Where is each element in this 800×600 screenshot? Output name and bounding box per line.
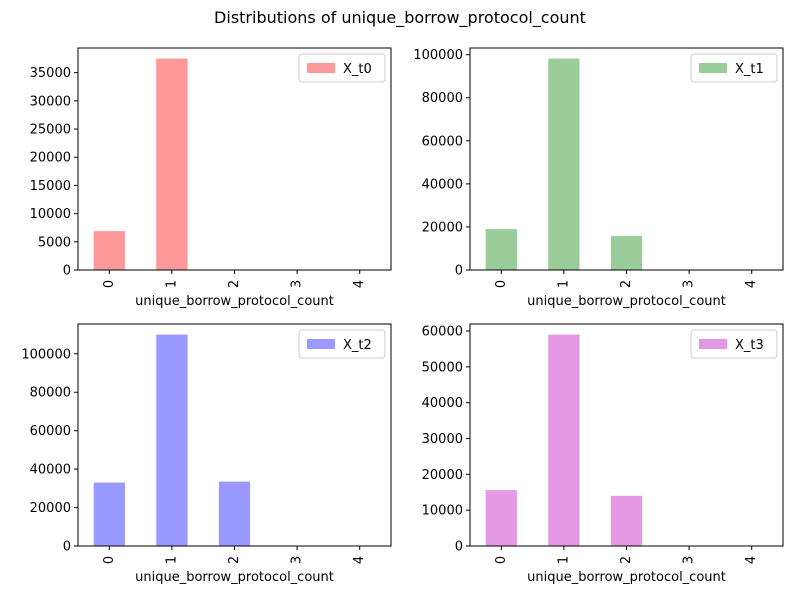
y-tick-label: 80000 bbox=[30, 386, 71, 401]
y-tick-label: 100000 bbox=[21, 347, 71, 362]
x-tick-label: 1 bbox=[556, 556, 571, 564]
bar-2 bbox=[218, 481, 251, 546]
x-tick-label: 1 bbox=[556, 280, 571, 288]
x-tick-label: 3 bbox=[682, 280, 697, 288]
bar-1 bbox=[548, 334, 580, 546]
x-tick-label: 4 bbox=[744, 280, 759, 288]
y-tick-label: 50000 bbox=[422, 360, 463, 375]
legend-label: X_t1 bbox=[735, 62, 764, 77]
y-tick-label: 15000 bbox=[30, 179, 71, 194]
legend-box bbox=[298, 53, 386, 83]
y-tick-label: 5000 bbox=[38, 235, 71, 250]
x-tick-label: 4 bbox=[744, 556, 759, 564]
y-tick-label: 30000 bbox=[30, 94, 71, 109]
legend: X_t2 bbox=[298, 329, 386, 359]
y-tick-label: 60000 bbox=[30, 424, 71, 439]
bar-0 bbox=[93, 231, 125, 270]
bar-2 bbox=[610, 235, 643, 270]
x-tick-label: 0 bbox=[102, 280, 117, 288]
legend-swatch bbox=[699, 63, 727, 73]
chart-panel-0: 0 5000 10000 15000 20000 25000 30000 35000 0 1 2 3 4… bbox=[30, 47, 392, 309]
y-tick-label: 35000 bbox=[30, 66, 71, 81]
y-tick-label: 0 bbox=[63, 264, 71, 279]
x-tick-label: 2 bbox=[227, 280, 242, 288]
bar-1 bbox=[548, 58, 580, 270]
y-tick-label: 25000 bbox=[30, 123, 71, 138]
x-tick-label: 3 bbox=[290, 556, 305, 564]
y-tick-label: 40000 bbox=[30, 463, 71, 478]
y-tick-label: 60000 bbox=[422, 324, 463, 339]
x-tick-label: 3 bbox=[290, 280, 305, 288]
y-tick-label: 20000 bbox=[422, 468, 463, 483]
x-axis-label: unique_borrow_protocol_count bbox=[527, 570, 726, 585]
bar-0 bbox=[485, 229, 517, 270]
legend-box bbox=[690, 329, 778, 359]
x-axis-label: unique_borrow_protocol_count bbox=[135, 570, 334, 585]
y-tick-label: 0 bbox=[455, 540, 463, 555]
y-tick-label: 40000 bbox=[422, 177, 463, 192]
y-tick-label: 100000 bbox=[413, 48, 463, 63]
x-axis-label: unique_borrow_protocol_count bbox=[135, 294, 334, 309]
legend-box bbox=[298, 329, 386, 359]
y-tick-label: 20000 bbox=[30, 151, 71, 166]
axes-frame bbox=[77, 47, 392, 271]
figure-title: Distributions of unique_borrow_protocol_… bbox=[214, 8, 586, 27]
legend-label: X_t3 bbox=[735, 338, 764, 353]
y-tick-label: 40000 bbox=[422, 396, 463, 411]
y-tick-label: 20000 bbox=[422, 220, 463, 235]
y-tick-label: 10000 bbox=[422, 504, 463, 519]
bar-0 bbox=[93, 482, 125, 546]
chart-panel-2: 0 20000 40000 60000 80000 100000 0 1 2 3 4 unique_b… bbox=[21, 323, 392, 585]
x-tick-label: 4 bbox=[352, 556, 367, 564]
legend-swatch bbox=[699, 339, 727, 349]
axes-frame bbox=[469, 323, 784, 547]
y-tick-label: 10000 bbox=[30, 207, 71, 222]
x-tick-label: 0 bbox=[494, 280, 509, 288]
x-tick-label: 1 bbox=[164, 556, 179, 564]
bar-1 bbox=[156, 58, 188, 270]
x-tick-label: 4 bbox=[352, 280, 367, 288]
axes-frame bbox=[469, 47, 784, 271]
legend: X_t3 bbox=[690, 329, 778, 359]
y-tick-label: 60000 bbox=[422, 134, 463, 149]
bar-1 bbox=[156, 334, 188, 546]
bar-2 bbox=[610, 495, 643, 546]
x-axis-label: unique_borrow_protocol_count bbox=[527, 294, 726, 309]
legend-swatch bbox=[307, 63, 335, 73]
legend: X_t0 bbox=[298, 53, 386, 83]
x-tick-label: 0 bbox=[102, 556, 117, 564]
bar-0 bbox=[485, 490, 517, 546]
x-tick-label: 0 bbox=[494, 556, 509, 564]
chart-panel-1: 0 20000 40000 60000 80000 100000 0 1 2 3 4 unique_b… bbox=[413, 47, 784, 309]
legend-label: X_t2 bbox=[343, 338, 372, 353]
y-tick-label: 0 bbox=[63, 540, 71, 555]
y-tick-label: 20000 bbox=[30, 501, 71, 516]
x-tick-label: 2 bbox=[227, 556, 242, 564]
y-tick-label: 30000 bbox=[422, 432, 463, 447]
x-tick-label: 1 bbox=[164, 280, 179, 288]
legend-label: X_t0 bbox=[343, 62, 372, 77]
x-tick-label: 2 bbox=[619, 280, 634, 288]
axes-frame bbox=[77, 323, 392, 547]
x-tick-label: 3 bbox=[682, 556, 697, 564]
chart-panel-3: 0 10000 20000 30000 40000 50000 60000 0 1 2 3 4 uniq… bbox=[422, 323, 784, 585]
legend-swatch bbox=[307, 339, 335, 349]
x-tick-label: 2 bbox=[619, 556, 634, 564]
y-tick-label: 80000 bbox=[422, 91, 463, 106]
y-tick-label: 0 bbox=[455, 264, 463, 279]
legend: X_t1 bbox=[690, 53, 778, 83]
legend-box bbox=[690, 53, 778, 83]
